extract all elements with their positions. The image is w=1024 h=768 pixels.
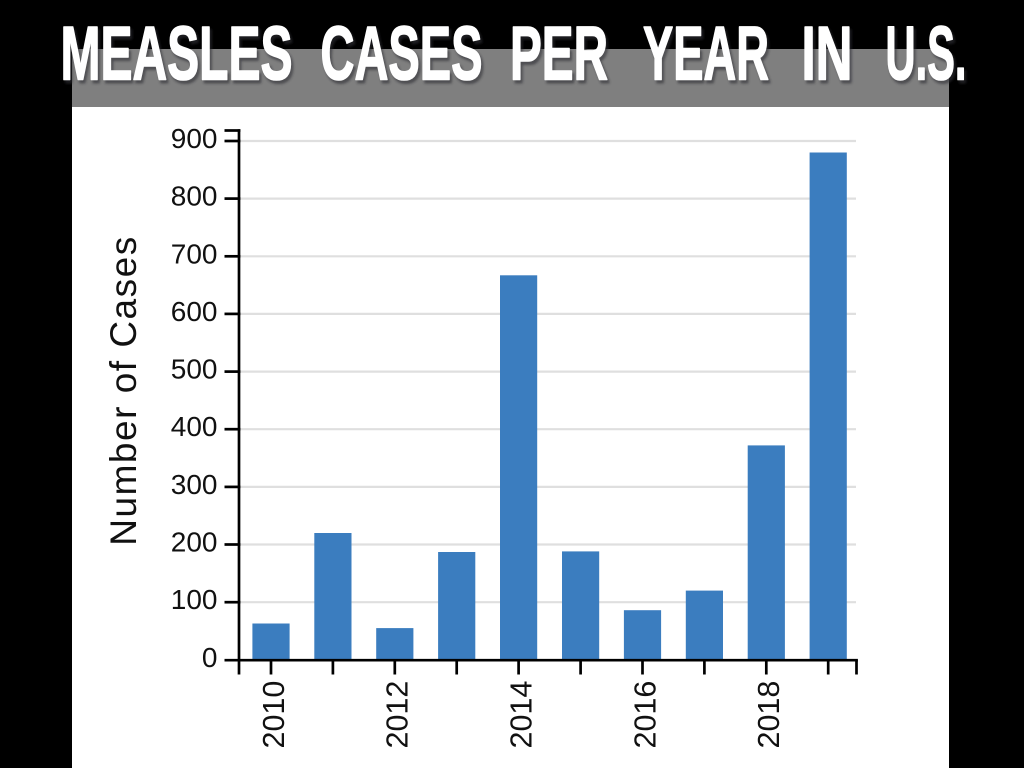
svg-text:IN: IN	[804, 15, 855, 100]
svg-text:100: 100	[171, 584, 218, 615]
svg-text:400: 400	[171, 411, 218, 442]
svg-text:PER: PER	[510, 12, 608, 97]
svg-text:CASES: CASES	[321, 12, 483, 97]
svg-text:YEAR: YEAR	[645, 15, 771, 100]
svg-text:2014: 2014	[505, 681, 539, 749]
svg-text:MEASLES: MEASLES	[61, 12, 293, 97]
svg-text:IN: IN	[802, 12, 853, 97]
svg-text:2018: 2018	[752, 681, 786, 749]
svg-text:2016: 2016	[628, 681, 662, 749]
svg-text:2010: 2010	[257, 681, 291, 749]
svg-text:800: 800	[171, 181, 218, 212]
svg-text:300: 300	[171, 469, 218, 500]
svg-text:900: 900	[171, 123, 218, 154]
svg-text:U.S.: U.S.	[886, 12, 967, 97]
svg-text:600: 600	[171, 296, 218, 327]
svg-text:YEAR: YEAR	[643, 12, 769, 97]
svg-text:U.S.: U.S.	[888, 15, 969, 100]
svg-text:MEASLES: MEASLES	[63, 15, 295, 100]
svg-text:200: 200	[171, 527, 218, 558]
svg-text:Number of Cases: Number of Cases	[103, 235, 144, 545]
svg-text:CASES: CASES	[323, 15, 485, 100]
svg-text:0: 0	[202, 642, 218, 673]
svg-text:500: 500	[171, 354, 218, 385]
svg-text:PER: PER	[512, 15, 610, 100]
svg-text:700: 700	[171, 238, 218, 269]
svg-text:2012: 2012	[381, 681, 415, 749]
